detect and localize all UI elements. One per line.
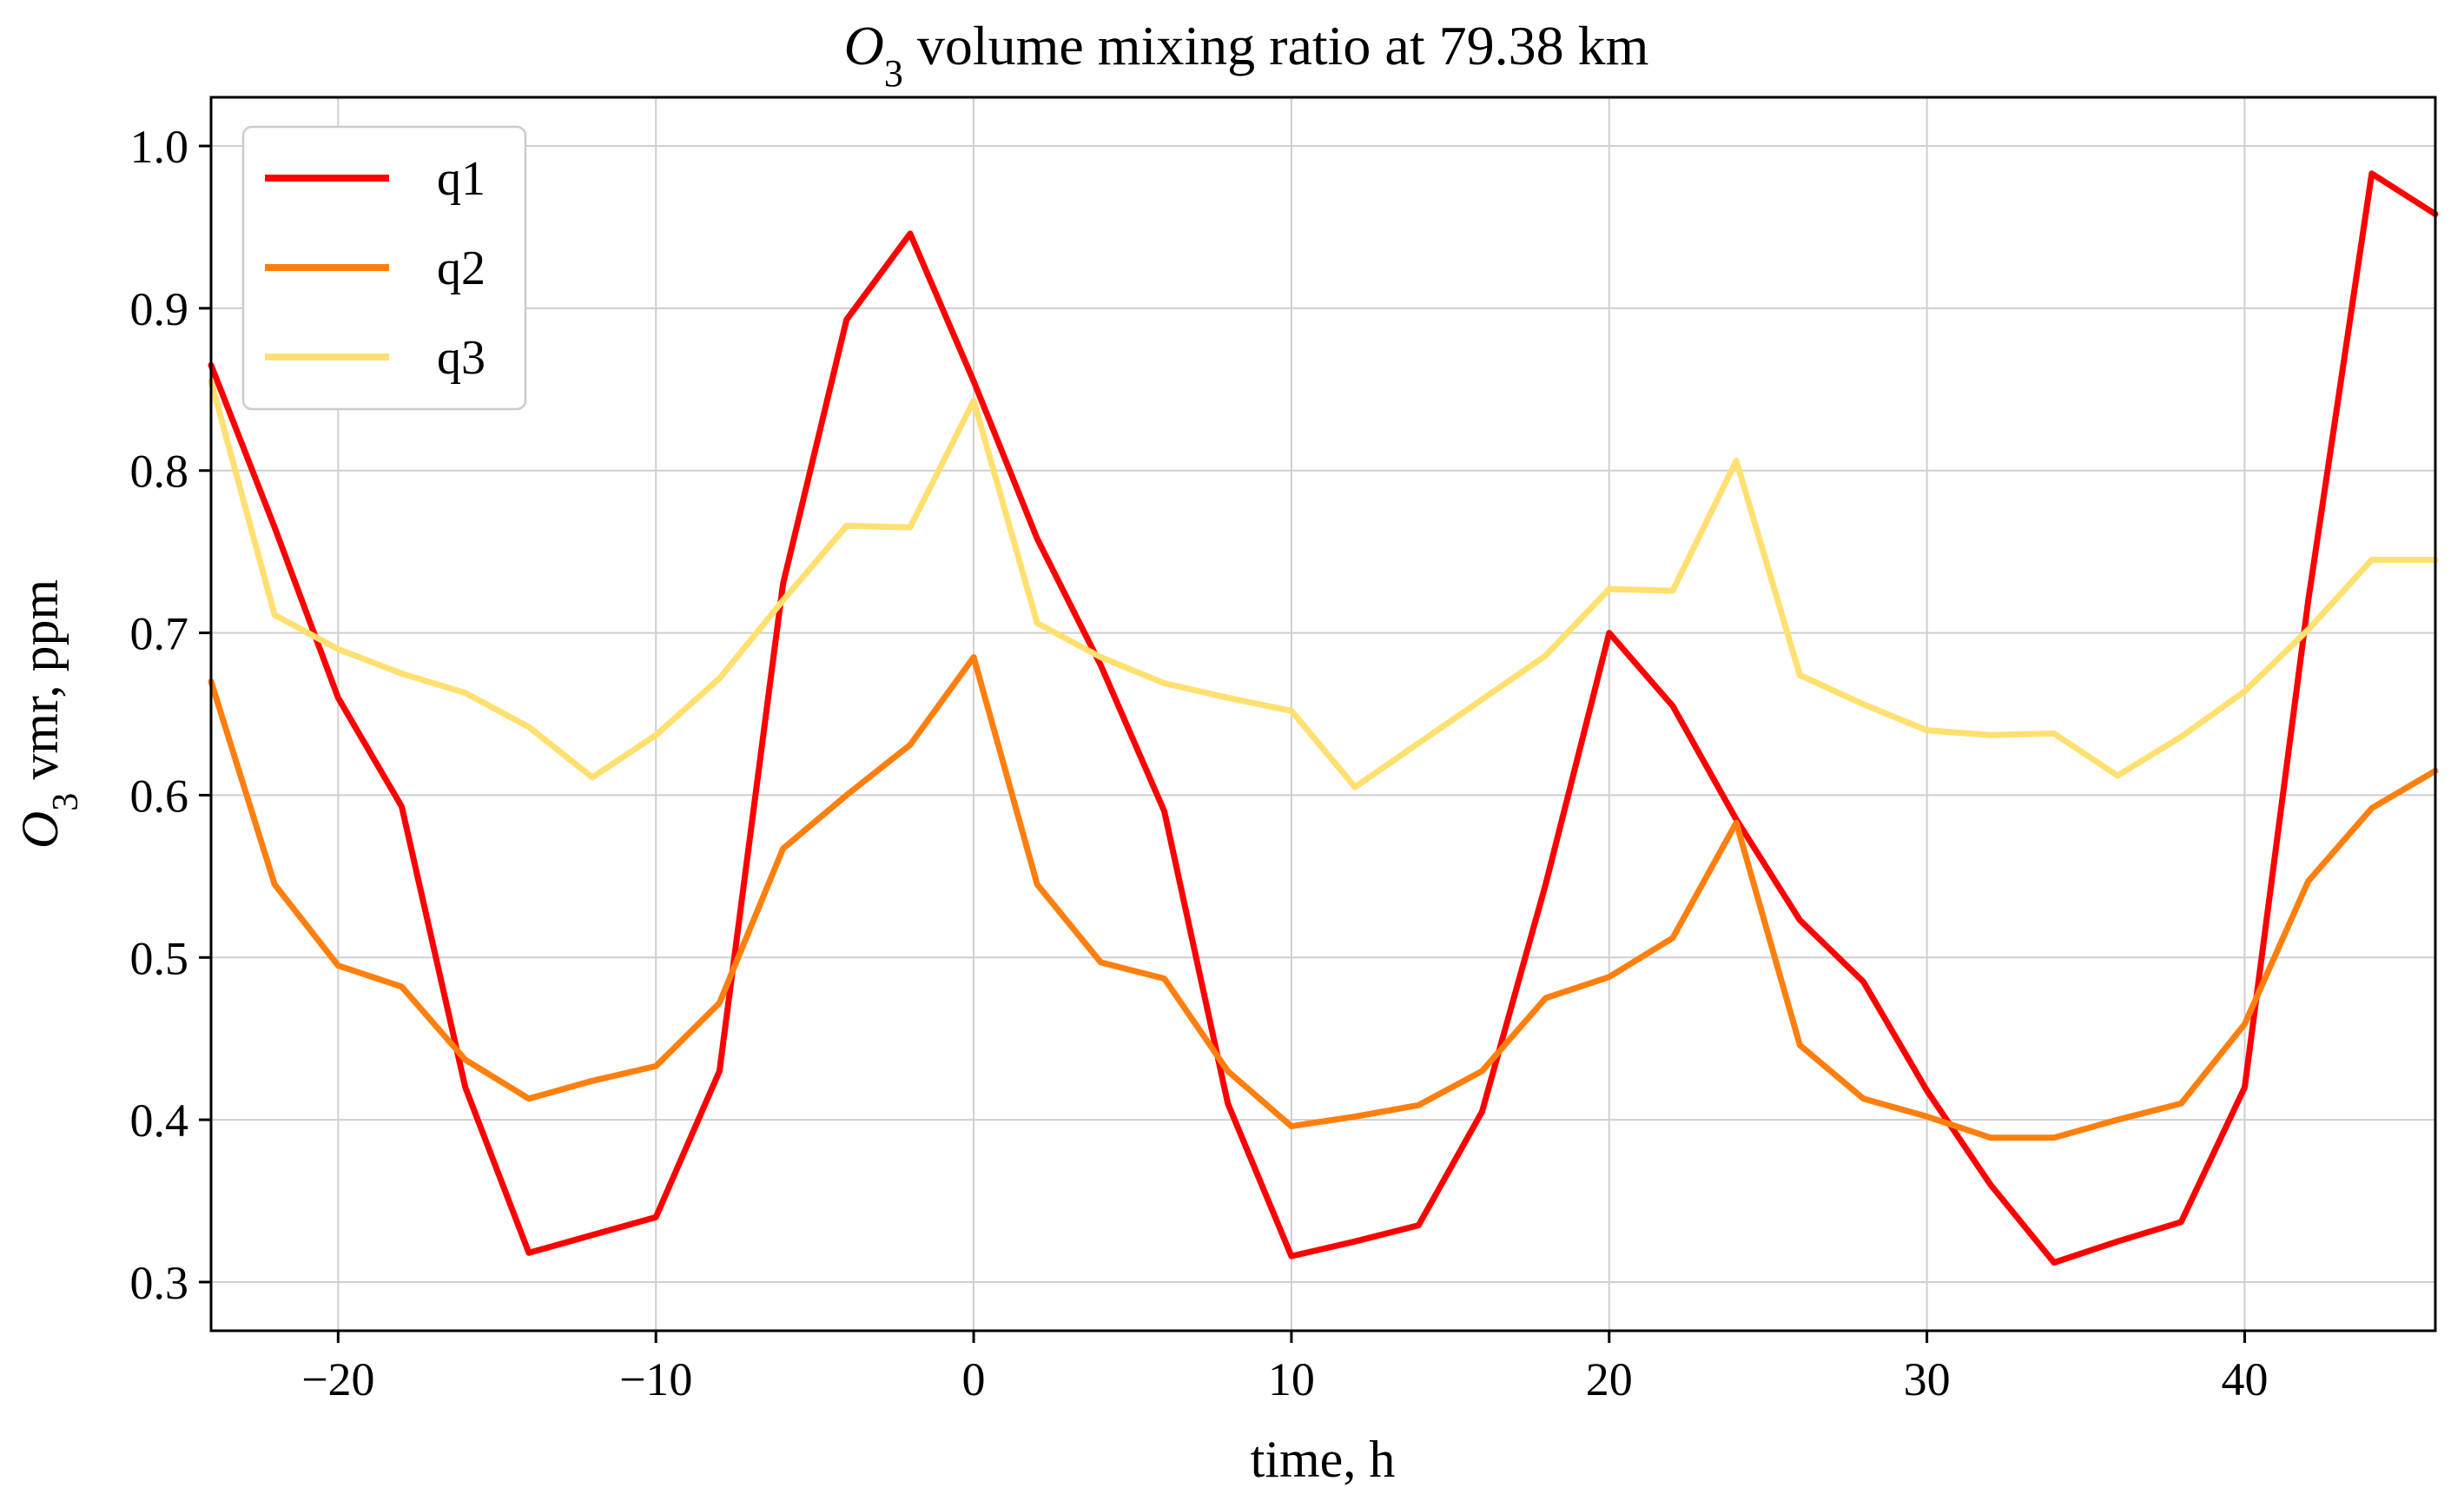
x-tick-label: 0	[962, 1353, 986, 1405]
axis-ticks: −20 −10 0 10 20 30 40 0.3 0.4 0.5 0.6 0.7 0.8 0.9 1.0	[130, 121, 2269, 1405]
x-tick-label: 30	[1904, 1353, 1951, 1405]
series-line-q3	[208, 378, 2439, 790]
chart-title: O3 volume mixing ratio at 79.38 km	[844, 15, 1649, 95]
plot-frame	[209, 96, 2437, 1332]
x-tick-label: −20	[301, 1353, 374, 1405]
grid	[211, 97, 2435, 1331]
x-tick-label: 10	[1268, 1353, 1315, 1405]
legend-label-q1: q1	[437, 152, 486, 206]
series-line-q2	[208, 654, 2439, 1141]
y-tick-label: 0.6	[130, 770, 189, 822]
y-tick-label: 0.4	[130, 1094, 189, 1147]
x-tick-label: 20	[1586, 1353, 1633, 1405]
x-tick-label: −10	[619, 1353, 692, 1405]
y-tick-label: 1.0	[130, 121, 189, 173]
y-tick-label: 0.9	[130, 283, 189, 335]
y-tick-label: 0.7	[130, 608, 189, 660]
x-tick-label: 40	[2221, 1353, 2268, 1405]
y-tick-label: 0.5	[130, 932, 189, 984]
x-axis-label: time, h	[1251, 1431, 1396, 1488]
y-tick-label: 0.8	[130, 446, 189, 498]
legend-label-q3: q3	[437, 331, 486, 385]
series-line-q1	[208, 170, 2439, 1266]
legend-label-q2: q2	[437, 241, 486, 295]
y-axis-label: O3 vmr, ppm	[11, 579, 86, 849]
legend: q1 q2 q3	[241, 125, 527, 411]
series-lines	[208, 170, 2439, 1266]
y-tick-label: 0.3	[130, 1257, 189, 1309]
